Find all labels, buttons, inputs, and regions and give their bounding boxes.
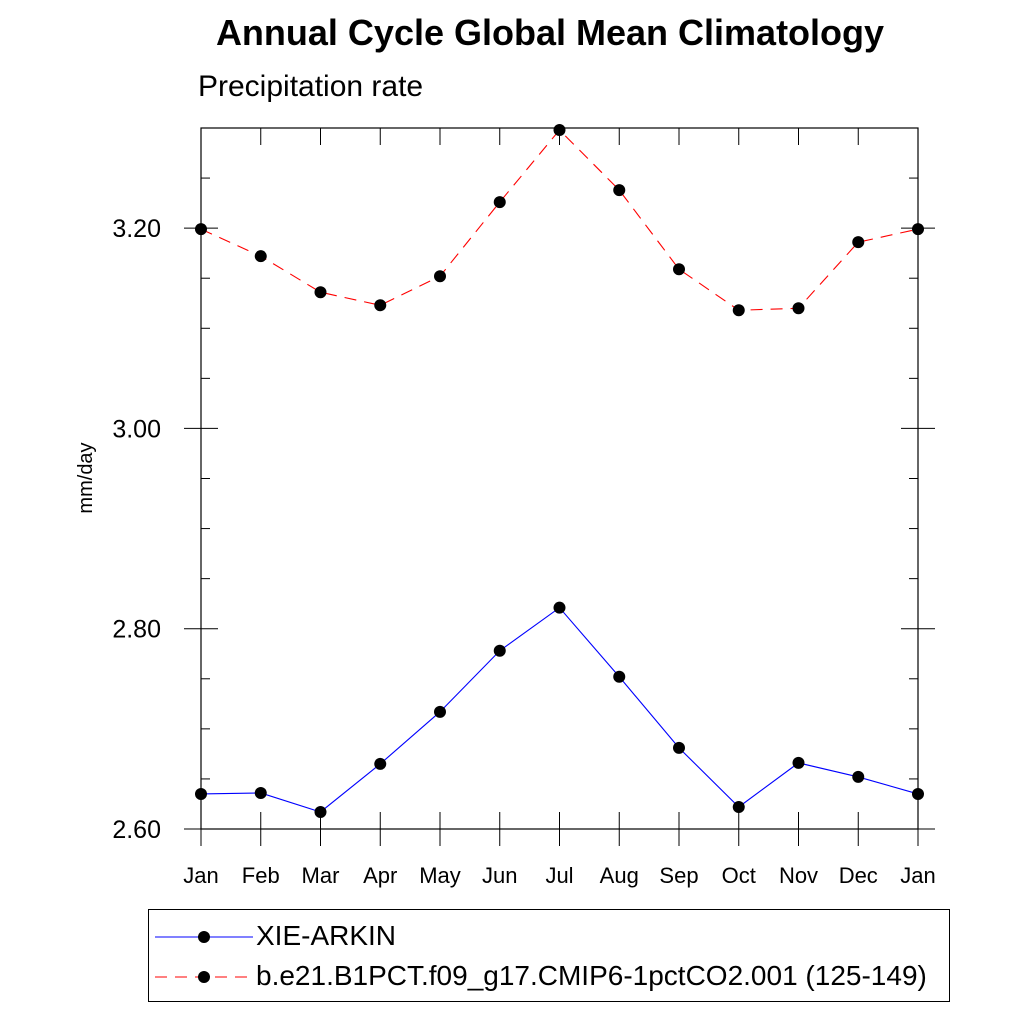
data-point-series-1: [732, 304, 745, 317]
x-tick-label: Jan: [183, 863, 218, 888]
x-tick-label: Mar: [302, 863, 340, 888]
data-point-series-0: [673, 741, 685, 754]
legend-label-cmip6: b.e21.B1PCT.f09_g17.CMIP6-1pctCO2.001 (1…: [256, 960, 927, 991]
x-tick-label: Jul: [545, 863, 573, 888]
data-point-series-1: [374, 299, 387, 312]
y-axis-label: mm/day: [75, 442, 97, 513]
x-tick-label: Oct: [722, 863, 756, 888]
data-point-series-0: [493, 644, 506, 657]
series-line-1: [200, 129, 919, 311]
x-tick-label: Nov: [779, 863, 818, 888]
data-point-series-0: [553, 601, 566, 614]
data-point-series-1: [852, 236, 865, 249]
legend-label-xie-arkin: XIE-ARKIN: [256, 920, 397, 951]
data-point-series-0: [314, 805, 327, 818]
plot-frame: [200, 127, 919, 830]
series-lines: [200, 129, 919, 813]
x-tick-label: Jun: [482, 863, 517, 888]
chart-title: Annual Cycle Global Mean Climatology: [215, 12, 885, 53]
data-point-series-1: [553, 124, 566, 137]
x-tick-label: May: [419, 863, 461, 888]
y-tick-label: 3.00: [112, 415, 161, 443]
x-tick-label: Sep: [659, 863, 698, 888]
x-tick-label: Feb: [242, 863, 280, 888]
y-tick-label: 3.20: [112, 215, 161, 243]
data-point-series-0: [434, 705, 446, 718]
chart-subtitle: Precipitation rate: [198, 70, 424, 103]
data-point-series-1: [673, 263, 685, 276]
axis-labels: 2.60 2.80 3.00 3.20 Jan Feb Mar Apr May Jun Jul Aug…: [112, 215, 935, 888]
data-point-series-1: [314, 286, 327, 299]
y-tick-label: 2.80: [112, 616, 161, 644]
x-tick-label: Dec: [839, 863, 878, 888]
data-point-series-0: [732, 800, 745, 813]
axis-ticks: [184, 127, 935, 846]
data-point-series-1: [493, 196, 506, 209]
data-point-series-0: [254, 786, 267, 799]
series-line-0: [200, 606, 919, 813]
x-tick-label: Aug: [600, 863, 639, 888]
data-point-series-1: [434, 270, 446, 283]
data-point-series-1: [254, 250, 267, 263]
y-tick-label: 2.60: [112, 816, 161, 844]
legend-marker-cmip6: [198, 971, 210, 983]
data-point-series-0: [852, 770, 865, 783]
data-point-series-0: [792, 756, 805, 769]
legend: XIE-ARKIN b.e21.B1PCT.f09_g17.CMIP6-1pct…: [148, 909, 950, 1002]
x-tick-label: Jan: [900, 863, 935, 888]
legend-marker-xie-arkin: [198, 931, 210, 943]
data-point-series-1: [792, 302, 805, 315]
data-point-series-0: [613, 670, 626, 683]
data-point-series-0: [374, 757, 387, 770]
data-point-series-1: [613, 184, 626, 197]
legend-markers: [155, 931, 253, 983]
x-tick-label: Apr: [363, 863, 397, 888]
series-points: [195, 124, 924, 818]
